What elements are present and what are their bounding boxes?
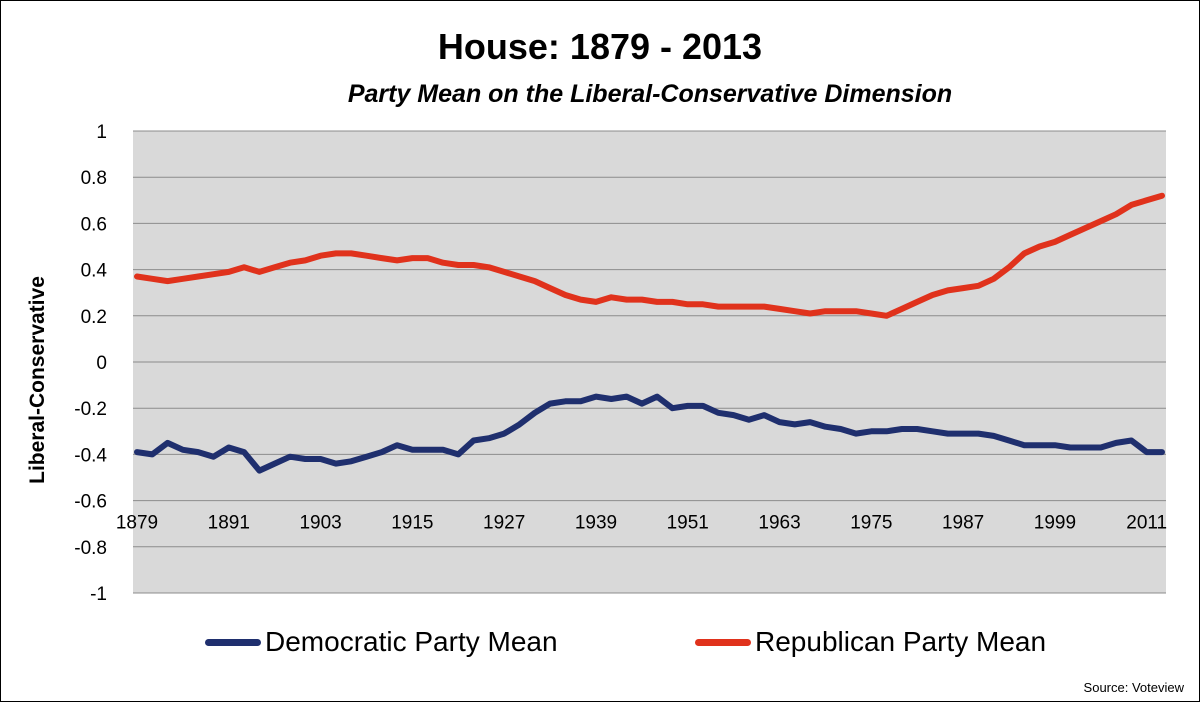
y-tick-label: -0.6	[74, 492, 107, 513]
y-tick-labels: 1 0.8 0.6 0.4 0.2 0 -0.2 -0.4 -0.6 -0.8 -1	[74, 122, 107, 605]
x-tick-label: 1879	[116, 513, 158, 534]
x-tick-label: 1891	[208, 513, 250, 534]
legend-swatch-democratic	[205, 638, 261, 646]
x-tick-label: 1939	[575, 513, 617, 534]
y-tick-label: -1	[90, 584, 107, 605]
gridlines	[133, 130, 1166, 594]
legend-label-democratic: Democratic Party Mean	[265, 626, 558, 657]
chart-title: House: 1879 - 2013	[437, 26, 763, 67]
democratic-series-line	[134, 393, 1165, 474]
x-tick-label: 1975	[850, 513, 892, 534]
y-tick-label: 1	[96, 122, 107, 143]
y-tick-label: -0.4	[74, 445, 107, 466]
chart-subtitle: Party Mean on the Liberal-Conservative D…	[347, 80, 953, 108]
legend-item-republican: Republican Party Mean	[695, 626, 1046, 658]
republican-series-line	[134, 192, 1165, 319]
x-tick-label: 2011	[1126, 513, 1167, 534]
legend-item-democratic: Democratic Party Mean	[205, 626, 558, 658]
y-tick-label: 0.8	[81, 168, 107, 189]
x-tick-label: 1915	[391, 513, 433, 534]
x-tick-labels: 1879 1891 1903 1915 1927 1939 1951 1963 1975 1987…	[116, 513, 1167, 534]
x-tick-label: 1951	[667, 513, 709, 534]
series-lines	[134, 192, 1165, 474]
y-tick-label: -0.8	[74, 538, 107, 559]
source-note: Source: Voteview	[1083, 680, 1184, 695]
x-tick-label: 1903	[299, 513, 341, 534]
y-tick-label: 0.4	[81, 261, 108, 282]
y-tick-label: 0.6	[81, 214, 107, 235]
x-tick-label: 1999	[1034, 513, 1076, 534]
legend: Democratic Party Mean Republican Party M…	[0, 626, 1200, 670]
y-tick-label: 0.2	[81, 307, 107, 328]
legend-label-republican: Republican Party Mean	[755, 626, 1047, 657]
x-tick-label: 1927	[483, 513, 525, 534]
x-tick-label: 1963	[758, 513, 800, 534]
y-tick-label: 0	[96, 353, 107, 374]
x-tick-label: 1987	[942, 513, 984, 534]
y-tick-label: -0.2	[74, 399, 107, 420]
legend-swatch-republican	[695, 638, 751, 646]
